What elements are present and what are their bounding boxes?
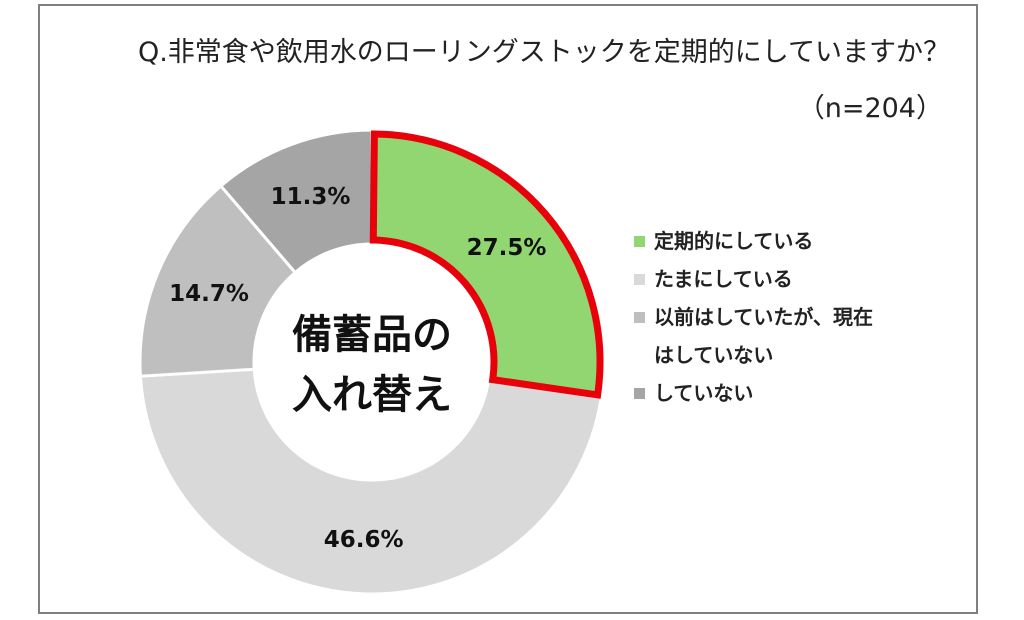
legend-item-3: していない xyxy=(634,374,934,412)
chart-title: Q.非常食や飲用水のローリングストックを定期的にしていますか？ xyxy=(137,37,950,68)
legend-swatch-3 xyxy=(634,388,645,399)
legend-swatch-0 xyxy=(634,236,645,247)
legend-label-2-line-1: はしていない xyxy=(654,343,774,367)
legend-label-0-line-0: 定期的にしている xyxy=(654,229,814,253)
legend-label-3-line-0: していない xyxy=(654,381,754,405)
legend-item-2: 以前はしていたが、現在 はしていない xyxy=(634,298,934,374)
donut-slice-1 xyxy=(138,367,603,596)
slice-label-3: 11.3% xyxy=(271,184,351,210)
slice-label-0: 27.5% xyxy=(467,235,547,261)
center-label-line-1: 備蓄品の xyxy=(292,312,452,358)
slice-label-2: 14.7% xyxy=(169,281,249,307)
donut-slice-3 xyxy=(218,128,374,275)
legend-label-2-line-0: 以前はしていたが、現在 xyxy=(654,305,873,329)
sample-size-label: （n=204） xyxy=(797,93,943,124)
slice-label-1: 46.6% xyxy=(324,527,404,553)
legend-label-1-line-0: たまにしている xyxy=(654,267,793,291)
legend-swatch-2 xyxy=(634,312,645,323)
legend-swatch-1 xyxy=(634,274,645,285)
highlight-outline xyxy=(369,130,604,399)
legend-item-0: 定期的にしている xyxy=(634,222,934,260)
legend-item-1: たまにしている xyxy=(634,260,934,298)
donut-slices xyxy=(138,128,606,596)
donut-slice-0 xyxy=(370,128,606,400)
highlight-layer xyxy=(369,130,604,399)
center-label-line-2: 入れ替え xyxy=(292,372,452,418)
slice-labels: 27.5% 46.6% 14.7% 11.3% xyxy=(169,184,546,553)
legend: 定期的にしている たまにしている 以前はしていたが、現在 はしていない していない xyxy=(634,222,934,412)
